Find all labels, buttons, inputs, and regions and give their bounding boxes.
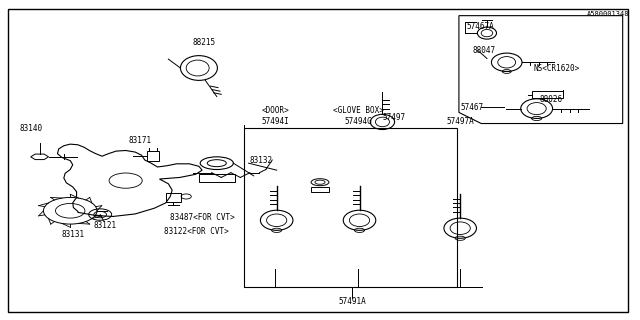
Text: <GLOVE BOX>: <GLOVE BOX> bbox=[333, 106, 383, 115]
Text: 83487<FOR CVT>: 83487<FOR CVT> bbox=[170, 212, 235, 222]
Text: 57494I: 57494I bbox=[262, 117, 289, 126]
Bar bbox=[199, 174, 235, 181]
Text: 57497A: 57497A bbox=[446, 117, 474, 126]
Bar bbox=[532, 91, 563, 98]
Text: 57497: 57497 bbox=[383, 113, 406, 122]
Text: 83132: 83132 bbox=[250, 156, 273, 164]
Text: 83171: 83171 bbox=[129, 136, 152, 146]
Text: <DOOR>: <DOOR> bbox=[262, 106, 289, 115]
Text: 88026: 88026 bbox=[540, 95, 563, 104]
Text: 83140: 83140 bbox=[19, 124, 42, 133]
Text: 57491A: 57491A bbox=[338, 297, 365, 306]
Text: 83131: 83131 bbox=[62, 230, 85, 239]
Text: 88215: 88215 bbox=[193, 38, 216, 47]
Bar bbox=[166, 193, 181, 202]
Bar bbox=[244, 128, 457, 287]
Text: A580001348: A580001348 bbox=[586, 11, 629, 17]
Text: 83121: 83121 bbox=[94, 220, 117, 229]
Text: 57494G: 57494G bbox=[344, 117, 372, 126]
Text: NS<CR1620>: NS<CR1620> bbox=[534, 63, 580, 73]
Text: 57467A: 57467A bbox=[467, 22, 494, 31]
Bar bbox=[147, 151, 159, 161]
Text: 57467: 57467 bbox=[460, 103, 483, 112]
Text: 88047: 88047 bbox=[473, 46, 496, 55]
Text: 83122<FOR CVT>: 83122<FOR CVT> bbox=[164, 227, 228, 236]
Bar bbox=[311, 187, 329, 192]
